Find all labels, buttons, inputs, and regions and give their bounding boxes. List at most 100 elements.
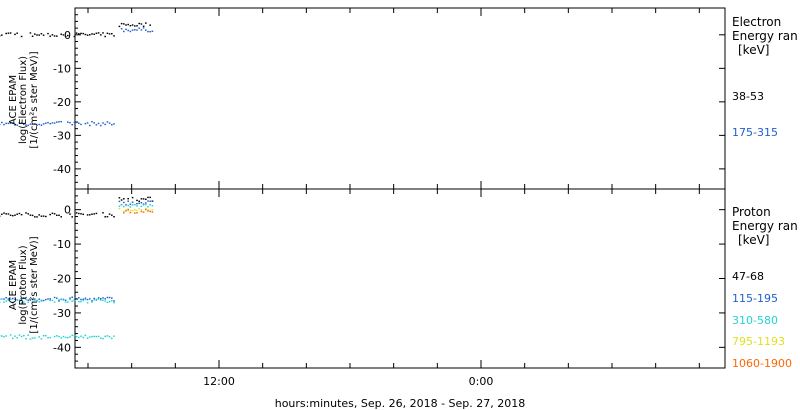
proton-data-point (145, 207, 147, 210)
electron-data-point (53, 122, 56, 124)
proton-data-point (75, 212, 78, 214)
electron-data-point (106, 121, 109, 123)
proton-ylabel-1: ACE EPAM (8, 260, 19, 310)
proton-data-point (140, 198, 143, 200)
electron-data-point (91, 121, 93, 123)
electron-data-point (60, 33, 62, 35)
proton-data-point (20, 214, 23, 216)
proton-data-point (23, 335, 25, 337)
electron-data-point (108, 122, 111, 124)
proton-data-point (84, 298, 87, 301)
proton-data-point (73, 299, 76, 302)
electron-data-point (89, 34, 91, 36)
proton-data-point (67, 301, 69, 303)
proton-data-point (3, 298, 5, 300)
electron-data-point (51, 122, 54, 124)
proton-data-point (106, 216, 109, 218)
electron-data-point (131, 29, 134, 31)
proton-data-point (56, 214, 58, 216)
electron-data-point (78, 33, 80, 35)
proton-data-point (18, 299, 21, 301)
proton-data-point (127, 210, 129, 212)
x-axis-ticks: 12:00 0:00 (87, 8, 700, 388)
proton-data-point (67, 336, 69, 339)
proton-data-point (97, 335, 100, 338)
proton-data-point (127, 208, 129, 211)
proton-data-point (27, 301, 29, 303)
electron-data-point (86, 122, 89, 124)
electron-data-point (42, 123, 45, 125)
proton-data-point (86, 337, 89, 339)
proton-data-point (104, 216, 106, 218)
electron-data-point (45, 122, 47, 124)
proton-data-point (127, 200, 129, 202)
proton-data-point (136, 199, 138, 202)
proton-data-point (104, 300, 106, 302)
proton-data-point (12, 337, 14, 340)
proton-data-point (147, 210, 149, 212)
proton-data-point (100, 299, 102, 301)
electron-data-point (73, 121, 76, 124)
proton-ytick-label: -30 (53, 307, 71, 320)
proton-data-point (29, 214, 32, 216)
x-tick-label: 0:00 (469, 375, 494, 388)
proton-data-point (138, 200, 140, 202)
proton-data-point (149, 210, 151, 213)
proton-data-points (0, 196, 154, 340)
electron-data-point (113, 35, 115, 37)
proton-data-point (71, 334, 73, 337)
proton-data-point (131, 209, 134, 212)
electron-data-point (111, 124, 113, 126)
proton-data-point (20, 302, 23, 304)
proton-data-point (58, 335, 60, 338)
electron-data-point (58, 121, 60, 123)
electron-data-point (138, 27, 140, 29)
electron-data-point (134, 29, 136, 31)
electron-data-point (18, 122, 21, 124)
proton-legend-title-2: Energy ran (732, 219, 798, 233)
proton-data-point (25, 298, 27, 301)
proton-data-point (47, 337, 49, 339)
proton-legend-title-3: [keV] (738, 233, 769, 247)
electron-data-point (82, 32, 84, 35)
proton-data-point (131, 204, 134, 206)
electron-data-point (47, 32, 49, 35)
proton-legend-47-68: 47-68 (732, 270, 764, 283)
proton-data-point (45, 215, 47, 218)
proton-data-point (53, 296, 56, 299)
proton-legend-title-1: Proton (732, 205, 771, 219)
electron-data-point (86, 34, 89, 36)
proton-data-point (142, 211, 145, 213)
electron-legend-title-2: Energy ran (732, 29, 798, 43)
proton-data-point (51, 212, 54, 214)
proton-ylabel-3: [1/(cm²s ster MeV)] (29, 236, 40, 333)
proton-data-point (104, 298, 106, 300)
proton-data-point (9, 214, 12, 216)
proton-data-point (12, 297, 14, 300)
proton-data-point (25, 338, 27, 340)
electron-data-point (16, 124, 18, 126)
proton-data-point (45, 335, 47, 337)
proton-data-point (125, 210, 127, 212)
proton-data-point (12, 302, 14, 304)
proton-data-point (80, 298, 82, 301)
electron-data-point (149, 31, 151, 33)
proton-data-point (14, 298, 16, 300)
proton-data-point (93, 335, 95, 338)
proton-data-point (36, 216, 38, 218)
proton-data-point (53, 335, 56, 338)
proton-data-point (75, 335, 78, 338)
proton-data-point (91, 213, 93, 215)
electron-data-point (7, 32, 10, 34)
electron-data-point (134, 25, 136, 27)
proton-data-point (5, 300, 7, 302)
proton-data-point (129, 206, 132, 208)
electron-data-points (0, 22, 154, 127)
electron-data-point (34, 33, 36, 35)
proton-data-point (138, 208, 140, 210)
electron-data-point (12, 122, 14, 124)
proton-data-point (134, 209, 136, 211)
electron-data-point (64, 35, 67, 38)
electron-data-point (91, 33, 93, 35)
proton-data-point (58, 300, 60, 302)
